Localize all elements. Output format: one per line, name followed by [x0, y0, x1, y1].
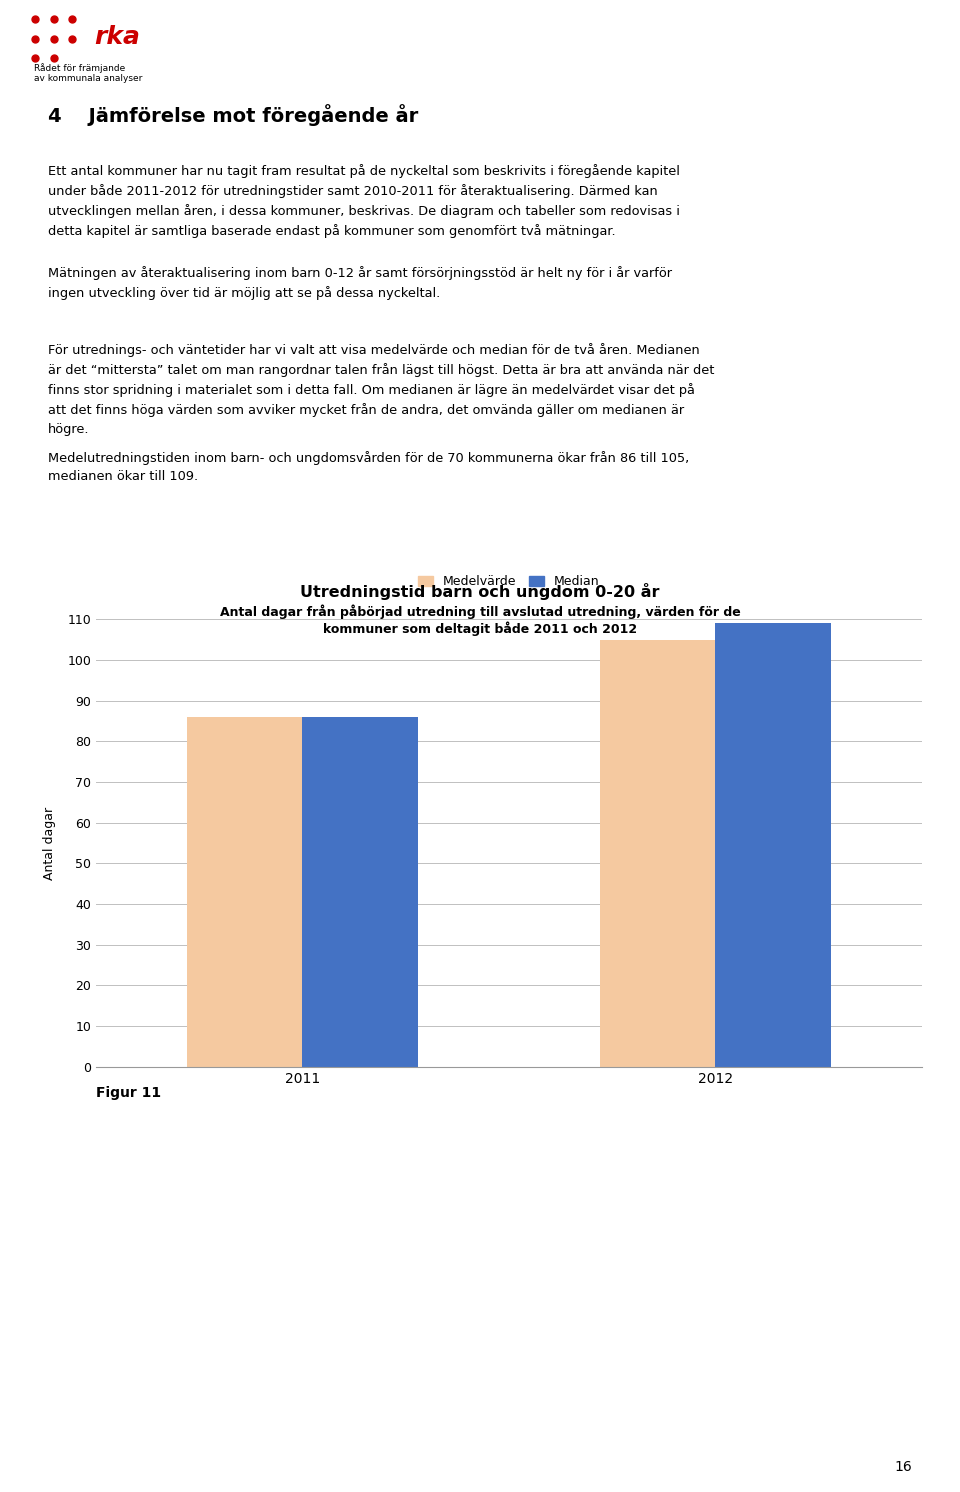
Text: rka: rka — [94, 25, 140, 49]
Y-axis label: Antal dagar: Antal dagar — [43, 806, 56, 880]
Text: Mätningen av återaktualisering inom barn 0-12 år samt försörjningsstöd är helt n: Mätningen av återaktualisering inom barn… — [48, 266, 672, 300]
Text: För utrednings- och väntetider har vi valt att visa medelvärde och median för de: För utrednings- och väntetider har vi va… — [48, 343, 714, 436]
Text: Utredningstid barn och ungdom 0-20 år: Utredningstid barn och ungdom 0-20 år — [300, 583, 660, 600]
Bar — [302, 716, 418, 1067]
Text: Ett antal kommuner har nu tagit fram resultat på de nyckeltal som beskrivits i f: Ett antal kommuner har nu tagit fram res… — [48, 164, 680, 239]
Bar — [600, 640, 715, 1067]
Text: kommuner som deltagit både 2011 och 2012: kommuner som deltagit både 2011 och 2012 — [323, 621, 637, 636]
Text: Antal dagar från påbörjad utredning till avslutad utredning, värden för de: Antal dagar från påbörjad utredning till… — [220, 604, 740, 619]
Text: 4    Jämförelse mot föregående år: 4 Jämförelse mot föregående år — [48, 104, 419, 127]
Bar — [187, 716, 302, 1067]
Text: Medelutredningstiden inom barn- och ungdomsvården för de 70 kommunerna ökar från: Medelutredningstiden inom barn- och ungd… — [48, 451, 689, 483]
Text: Rådet för främjande
av kommunala analyser: Rådet för främjande av kommunala analyse… — [34, 63, 142, 84]
Text: Figur 11: Figur 11 — [96, 1086, 161, 1100]
Text: 16: 16 — [895, 1461, 912, 1474]
Legend: Medelvärde, Median: Medelvärde, Median — [414, 571, 604, 592]
Bar — [715, 624, 830, 1067]
